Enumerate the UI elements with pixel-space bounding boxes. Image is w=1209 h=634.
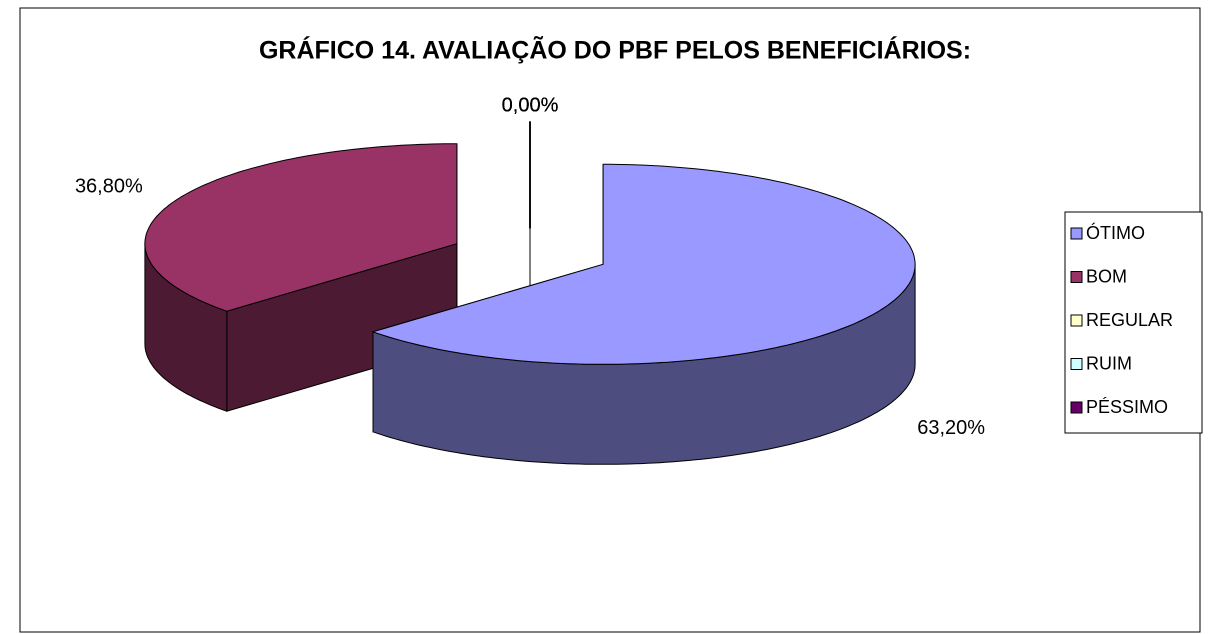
data-label: 0,00% <box>502 95 559 117</box>
data-label: 63,20% <box>917 417 985 439</box>
slice-top <box>371 163 916 365</box>
legend-label: PÉSSIMO <box>1086 397 1168 417</box>
legend-label: RUIM <box>1086 353 1132 373</box>
data-label: 36,80% <box>75 176 143 198</box>
legend-swatch <box>1070 358 1083 370</box>
chart-title: GRÁFICO 14. AVALIAÇÃO DO PBF PELOS BENEF… <box>259 35 971 65</box>
slice-top <box>144 143 458 312</box>
data-label: 0,00% <box>502 95 559 117</box>
pie-slice <box>144 143 458 412</box>
legend-swatch <box>1070 401 1083 414</box>
pie-slice <box>371 163 916 465</box>
legend-label: BOM <box>1086 266 1127 286</box>
legend-box <box>1064 211 1203 434</box>
legend-swatch <box>1070 227 1083 240</box>
legend-swatch <box>1070 314 1083 327</box>
legend-label: ÓTIMO <box>1086 222 1145 243</box>
legend-swatch <box>1070 271 1083 283</box>
data-label: 0,00% <box>502 95 559 117</box>
legend-label: REGULAR <box>1086 310 1173 330</box>
